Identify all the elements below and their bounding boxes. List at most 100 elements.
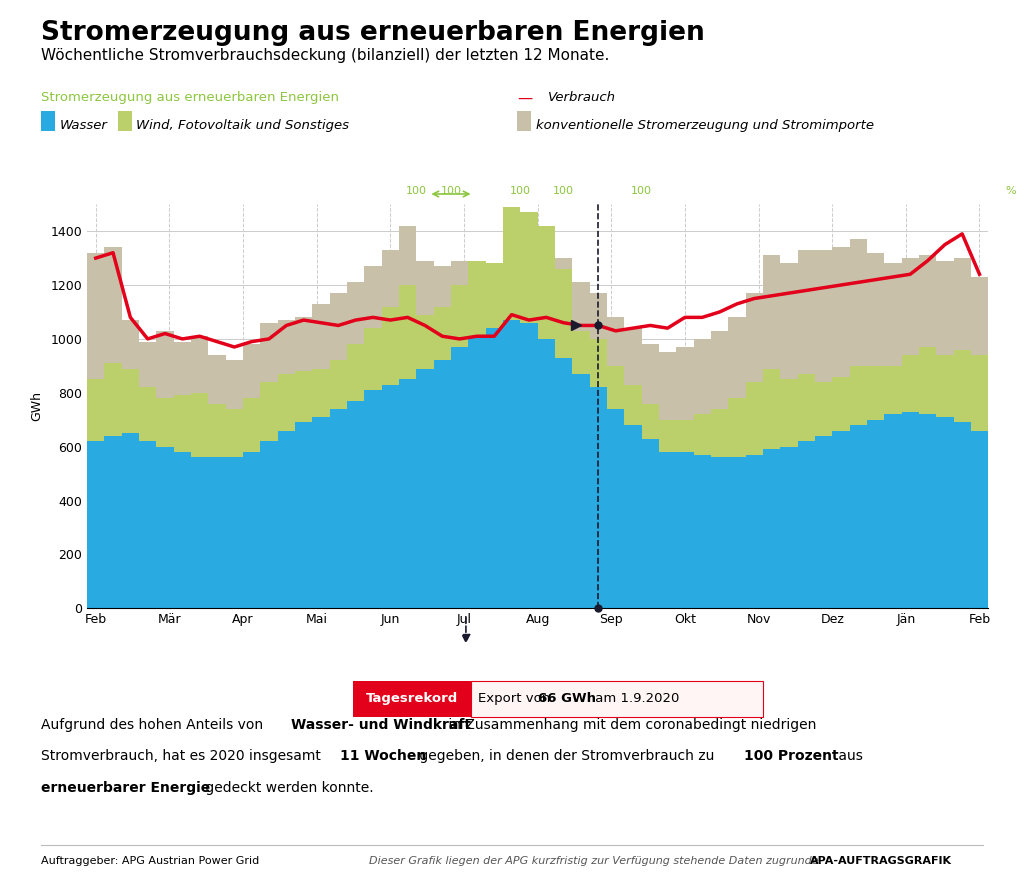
Bar <box>468 337 485 608</box>
Text: Wasser- und Windkraft: Wasser- und Windkraft <box>291 718 471 732</box>
Bar <box>104 436 122 608</box>
Bar <box>590 387 607 608</box>
Bar <box>658 420 676 452</box>
Text: 100: 100 <box>406 186 427 196</box>
Text: Wasser: Wasser <box>59 119 108 132</box>
Text: Verbrauch: Verbrauch <box>548 91 615 104</box>
Bar <box>693 339 711 415</box>
Bar <box>191 392 208 457</box>
Bar <box>485 329 503 608</box>
Bar <box>693 415 711 455</box>
Bar <box>278 431 295 608</box>
Bar <box>139 342 157 387</box>
Bar <box>468 261 485 337</box>
Bar <box>174 452 191 608</box>
Bar <box>572 374 590 608</box>
Bar <box>157 447 174 608</box>
Bar <box>538 339 555 608</box>
Bar <box>330 409 347 608</box>
Bar <box>625 385 642 425</box>
Bar <box>833 431 850 608</box>
Bar <box>104 363 122 436</box>
Bar <box>763 449 780 608</box>
Bar <box>433 361 451 608</box>
Bar <box>625 329 642 385</box>
Bar <box>139 387 157 441</box>
Bar <box>658 353 676 420</box>
Bar <box>365 329 382 390</box>
Bar <box>225 457 243 608</box>
Text: Export von: Export von <box>478 693 555 705</box>
Bar <box>191 337 208 392</box>
Bar <box>745 293 763 382</box>
Bar <box>399 379 417 608</box>
Text: gegeben, in denen der Stromverbrauch zu: gegeben, in denen der Stromverbrauch zu <box>415 749 719 764</box>
Bar <box>399 226 417 285</box>
Bar <box>520 212 538 322</box>
Bar <box>919 256 936 347</box>
Bar <box>260 382 278 441</box>
Bar <box>417 314 433 369</box>
Bar <box>676 452 693 608</box>
Text: aus: aus <box>834 749 862 764</box>
Bar <box>503 207 520 320</box>
Bar <box>260 441 278 608</box>
Bar <box>642 345 658 403</box>
Bar <box>884 366 901 415</box>
Text: 100 Prozent: 100 Prozent <box>744 749 839 764</box>
Bar <box>953 258 971 350</box>
Bar <box>901 258 919 355</box>
Text: Stromerzeugung aus erneuerbaren Energien: Stromerzeugung aus erneuerbaren Energien <box>41 91 339 104</box>
Bar <box>607 366 625 409</box>
Bar <box>590 339 607 387</box>
Text: 100: 100 <box>553 186 574 196</box>
Text: in Zusammenhang mit dem coronabedingt niedrigen: in Zusammenhang mit dem coronabedingt ni… <box>444 718 817 732</box>
Bar <box>867 366 884 420</box>
Text: 100: 100 <box>440 186 462 196</box>
Bar <box>243 452 260 608</box>
Text: Stromverbrauch, hat es 2020 insgesamt: Stromverbrauch, hat es 2020 insgesamt <box>41 749 326 764</box>
Text: Aufgrund des hohen Anteils von: Aufgrund des hohen Anteils von <box>41 718 267 732</box>
Bar <box>971 355 988 431</box>
Text: 100: 100 <box>510 186 530 196</box>
Bar <box>833 377 850 431</box>
Text: Stromerzeugung aus erneuerbaren Energien: Stromerzeugung aus erneuerbaren Energien <box>41 20 705 45</box>
Bar <box>122 369 139 433</box>
Bar <box>572 282 590 331</box>
Bar <box>122 320 139 369</box>
Bar <box>745 455 763 608</box>
Bar <box>693 455 711 608</box>
Bar <box>555 269 572 358</box>
Bar <box>295 371 312 423</box>
Bar <box>485 264 503 329</box>
Bar <box>658 452 676 608</box>
Bar <box>347 282 365 345</box>
Bar <box>278 374 295 431</box>
Bar <box>260 322 278 382</box>
Bar <box>642 439 658 608</box>
Bar <box>728 317 745 398</box>
Bar <box>607 317 625 366</box>
Bar <box>157 331 174 398</box>
Bar <box>278 320 295 374</box>
Bar <box>815 250 833 382</box>
Text: 11 Wochen: 11 Wochen <box>340 749 426 764</box>
Bar <box>295 423 312 608</box>
Bar <box>936 261 953 355</box>
Bar <box>243 398 260 452</box>
Bar <box>382 250 399 306</box>
Bar <box>538 226 555 339</box>
Bar <box>382 306 399 385</box>
Bar <box>139 441 157 608</box>
Bar <box>919 415 936 608</box>
Bar <box>433 266 451 306</box>
Text: am 1.9.2020: am 1.9.2020 <box>591 693 679 705</box>
Bar <box>833 248 850 377</box>
Bar <box>867 420 884 608</box>
Bar <box>780 447 798 608</box>
Bar <box>780 264 798 379</box>
Bar <box>312 304 330 369</box>
Bar <box>676 347 693 420</box>
Bar <box>884 264 901 366</box>
Bar <box>225 409 243 457</box>
